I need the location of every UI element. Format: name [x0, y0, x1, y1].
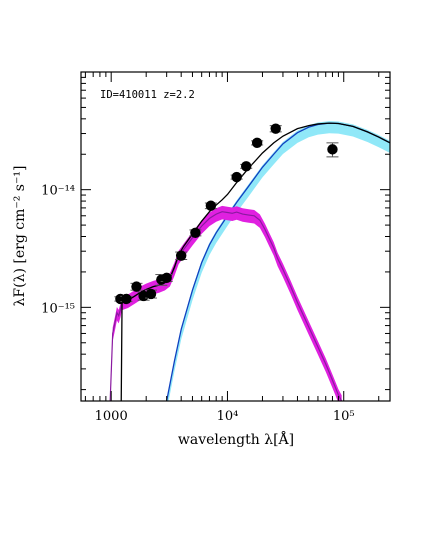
total-model-line: [120, 122, 390, 401]
observed-point: [175, 250, 188, 261]
stellar-model-band: [110, 205, 342, 401]
series-layer: [109, 121, 390, 401]
observed-point: [240, 161, 253, 172]
chart-annotation: ID=410011 z=2.2: [100, 89, 195, 101]
observed-point: [269, 123, 282, 134]
observed-point: [326, 142, 339, 158]
observed-point: [145, 288, 158, 300]
y-tick-label: 10⁻¹⁵: [41, 301, 75, 316]
observed-point-marker: [327, 144, 338, 155]
points-layer: [114, 123, 339, 305]
observed-point: [189, 227, 202, 239]
observed-point: [251, 137, 264, 149]
observed-point: [230, 171, 243, 183]
observed-point-marker: [251, 137, 263, 149]
y-axis-label: λF(λ) [erg cm⁻² s⁻¹]: [12, 166, 28, 307]
observed-point: [160, 272, 173, 284]
plot-area: 1000 10⁴ 10⁵ 10⁻¹⁵ 10⁻¹⁴: [41, 71, 391, 424]
x-tick-label: 10⁴: [217, 409, 239, 424]
observed-point-marker: [161, 272, 172, 284]
observed-point-marker: [131, 281, 142, 292]
observed-point-marker: [241, 161, 252, 172]
observed-point-marker: [270, 123, 281, 134]
observed-point: [130, 281, 143, 292]
x-tick-label: 1000: [95, 409, 128, 424]
stellar-model-line: [109, 211, 343, 401]
ticks-layer: 1000 10⁴ 10⁵ 10⁻¹⁵ 10⁻¹⁴: [41, 71, 390, 424]
observed-point-marker: [175, 250, 187, 261]
observed-point-marker: [145, 288, 157, 300]
y-tick-label: 10⁻¹⁴: [41, 184, 75, 199]
observed-point: [204, 200, 217, 211]
observed-point-marker: [190, 227, 201, 239]
observed-point-marker: [231, 171, 242, 183]
x-tick-label: 10⁵: [333, 409, 355, 424]
observed-point: [120, 293, 133, 305]
observed-point-marker: [205, 200, 217, 211]
x-axis-label: wavelength λ[Å]: [178, 430, 294, 448]
observed-point-marker: [121, 293, 132, 305]
plot-frame: [80, 71, 391, 402]
